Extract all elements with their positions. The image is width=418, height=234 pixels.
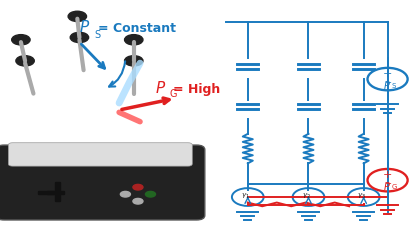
Bar [47, 191, 64, 194]
Text: $P$: $P$ [383, 79, 391, 91]
FancyBboxPatch shape [0, 145, 205, 220]
Text: ─: ─ [385, 178, 390, 187]
Text: ─: ─ [385, 77, 390, 86]
Circle shape [133, 184, 143, 190]
Text: G: G [391, 184, 397, 190]
Text: +: + [383, 69, 392, 79]
Circle shape [145, 191, 155, 197]
Bar [55, 191, 60, 201]
Text: $\gamma_3$: $\gamma_3$ [357, 192, 366, 201]
Circle shape [125, 35, 143, 45]
Circle shape [133, 198, 143, 204]
Text: S: S [94, 30, 100, 40]
Text: $\gamma_2$: $\gamma_2$ [302, 192, 311, 201]
Text: = Constant: = Constant [98, 22, 176, 35]
Circle shape [12, 35, 30, 45]
FancyBboxPatch shape [8, 143, 192, 166]
Circle shape [70, 32, 89, 43]
Text: = High: = High [173, 83, 221, 96]
Circle shape [68, 11, 87, 22]
Text: $P$: $P$ [383, 180, 391, 192]
Text: G: G [169, 89, 177, 99]
Text: +: + [383, 171, 392, 180]
Circle shape [120, 191, 130, 197]
Circle shape [16, 56, 34, 66]
Text: $\it{P}$: $\it{P}$ [79, 19, 91, 35]
Text: $\it{P}$: $\it{P}$ [155, 80, 166, 96]
Bar [55, 182, 60, 191]
Circle shape [125, 56, 143, 66]
Text: $\gamma_1$: $\gamma_1$ [241, 192, 250, 201]
Text: S: S [392, 83, 396, 89]
Bar [38, 191, 54, 194]
